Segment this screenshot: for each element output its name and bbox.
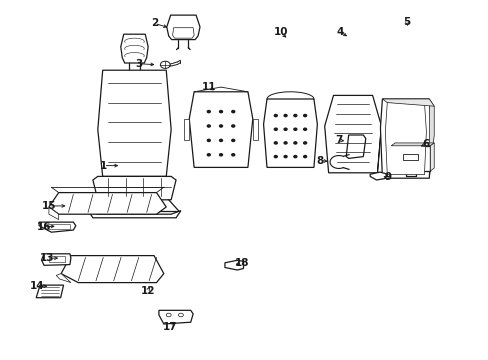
Circle shape [303, 114, 306, 117]
Text: 18: 18 [234, 258, 248, 268]
Circle shape [219, 125, 222, 127]
Polygon shape [184, 119, 189, 140]
Text: 9: 9 [384, 172, 390, 182]
Text: 12: 12 [140, 285, 155, 296]
Circle shape [207, 125, 210, 127]
Circle shape [207, 139, 210, 141]
Text: 14: 14 [29, 281, 44, 291]
Polygon shape [252, 119, 257, 140]
Text: 16: 16 [37, 222, 51, 232]
Polygon shape [166, 15, 200, 40]
Polygon shape [41, 254, 71, 265]
Text: 4: 4 [335, 27, 343, 37]
Polygon shape [36, 285, 63, 298]
Polygon shape [49, 207, 59, 220]
Circle shape [274, 156, 277, 158]
Circle shape [284, 128, 286, 130]
Circle shape [207, 111, 210, 113]
Circle shape [284, 114, 286, 117]
Circle shape [160, 61, 170, 68]
Circle shape [219, 111, 222, 113]
Circle shape [231, 154, 234, 156]
Circle shape [274, 142, 277, 144]
Polygon shape [428, 99, 433, 178]
Text: 7: 7 [335, 135, 343, 145]
Polygon shape [44, 224, 70, 229]
Polygon shape [263, 99, 317, 167]
Circle shape [303, 128, 306, 130]
Polygon shape [88, 211, 181, 218]
Circle shape [231, 139, 234, 141]
Polygon shape [429, 143, 433, 171]
Circle shape [293, 128, 296, 130]
Text: 1: 1 [100, 161, 107, 171]
Circle shape [293, 142, 296, 144]
Text: 17: 17 [163, 321, 177, 332]
Polygon shape [382, 99, 433, 106]
Circle shape [284, 156, 286, 158]
Polygon shape [121, 34, 148, 63]
Text: 2: 2 [151, 18, 158, 28]
Circle shape [207, 154, 210, 156]
Text: 5: 5 [403, 17, 409, 27]
Text: 6: 6 [422, 139, 429, 149]
Polygon shape [346, 135, 365, 158]
Text: 13: 13 [40, 253, 55, 263]
Polygon shape [385, 103, 426, 175]
Polygon shape [189, 92, 252, 167]
Polygon shape [390, 143, 433, 146]
Polygon shape [49, 256, 65, 262]
Circle shape [178, 313, 183, 317]
Circle shape [274, 114, 277, 117]
Circle shape [284, 142, 286, 144]
Polygon shape [159, 310, 193, 324]
Polygon shape [49, 193, 166, 214]
Polygon shape [172, 28, 194, 38]
Polygon shape [390, 146, 429, 171]
Polygon shape [403, 154, 417, 160]
Polygon shape [224, 260, 243, 270]
Circle shape [231, 125, 234, 127]
Circle shape [166, 313, 171, 317]
Polygon shape [39, 222, 76, 232]
Circle shape [293, 156, 296, 158]
Polygon shape [56, 274, 71, 283]
Text: 10: 10 [273, 27, 287, 37]
Circle shape [219, 139, 222, 141]
Polygon shape [369, 172, 387, 180]
Polygon shape [98, 70, 171, 176]
Text: 3: 3 [135, 59, 142, 69]
Circle shape [231, 111, 234, 113]
Circle shape [303, 156, 306, 158]
Circle shape [293, 114, 296, 117]
Circle shape [274, 128, 277, 130]
Polygon shape [93, 176, 176, 200]
Circle shape [303, 142, 306, 144]
Polygon shape [377, 122, 381, 173]
Text: 11: 11 [201, 82, 216, 92]
Polygon shape [324, 95, 381, 173]
Circle shape [219, 154, 222, 156]
Text: 8: 8 [316, 156, 323, 166]
Polygon shape [61, 256, 163, 283]
Text: 15: 15 [41, 201, 56, 211]
Polygon shape [380, 99, 430, 178]
